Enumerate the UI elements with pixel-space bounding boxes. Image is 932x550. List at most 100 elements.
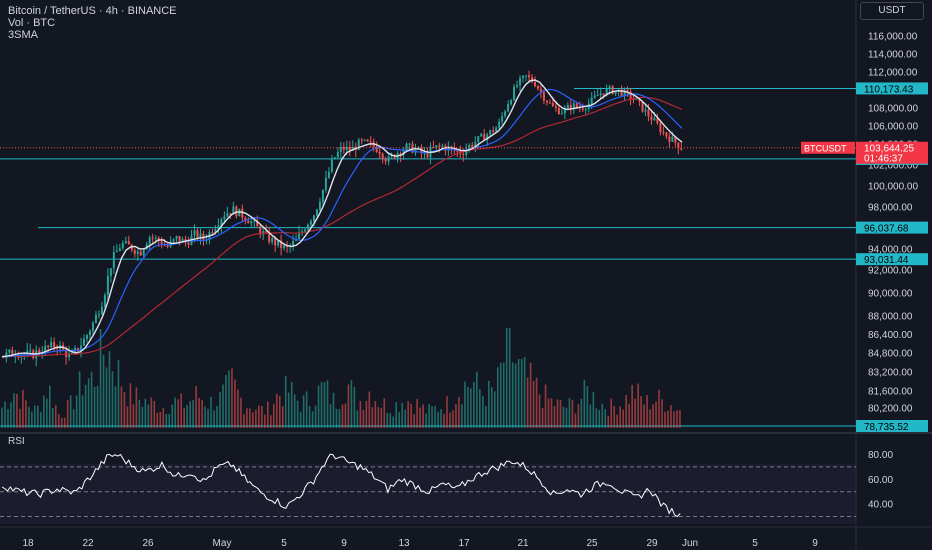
volume-bar bbox=[72, 409, 75, 428]
volume-bar bbox=[670, 405, 672, 428]
volume-bar bbox=[201, 400, 203, 428]
volume-bar bbox=[619, 406, 622, 428]
volume-bar bbox=[422, 404, 424, 428]
volume-bar bbox=[529, 362, 532, 428]
candle-body bbox=[465, 149, 468, 155]
candle-body bbox=[315, 209, 318, 216]
volume-bar bbox=[679, 410, 681, 428]
candle-body bbox=[486, 134, 489, 140]
candle-body bbox=[136, 251, 139, 254]
candle-body bbox=[127, 241, 130, 245]
candle-body bbox=[620, 89, 623, 97]
volume-bar bbox=[601, 403, 604, 428]
volume-bar bbox=[111, 371, 114, 428]
candle-body bbox=[572, 103, 575, 110]
volume-bar bbox=[407, 401, 409, 428]
level-price-tag bbox=[856, 82, 928, 95]
volume-bar bbox=[607, 415, 610, 428]
price-tick-label: 86,400.00 bbox=[868, 330, 913, 341]
volume-bar bbox=[105, 367, 108, 428]
price-tick-label: 80,200.00 bbox=[868, 404, 913, 415]
price-tick-label: 100,000.00 bbox=[868, 182, 918, 193]
volume-bar bbox=[383, 398, 386, 428]
volume-bar bbox=[147, 404, 150, 428]
volume-bar bbox=[108, 351, 111, 428]
volume-bar bbox=[34, 405, 36, 428]
volume-bar bbox=[258, 405, 260, 428]
volume-bar bbox=[305, 391, 308, 428]
candle-body bbox=[545, 100, 548, 103]
candle-body bbox=[674, 136, 677, 143]
volume-bar bbox=[326, 380, 329, 428]
candle-body bbox=[8, 349, 11, 353]
volume-bar bbox=[676, 410, 678, 428]
volume-bar bbox=[87, 378, 90, 428]
volume-bar bbox=[538, 394, 541, 428]
currency-button[interactable]: USDT bbox=[860, 2, 924, 20]
volume-bar bbox=[168, 413, 171, 428]
volume-bar bbox=[275, 393, 278, 428]
volume-bar bbox=[640, 396, 642, 428]
volume-bar bbox=[335, 408, 338, 428]
candle-body bbox=[309, 221, 312, 225]
volume-bar bbox=[547, 398, 550, 428]
candle-body bbox=[507, 104, 510, 112]
candle-body bbox=[253, 220, 256, 222]
candle-body bbox=[584, 109, 587, 111]
price-tick-label: 106,000.00 bbox=[868, 122, 918, 133]
volume-bar bbox=[198, 397, 200, 428]
candle-body bbox=[539, 88, 542, 93]
volume-bar bbox=[535, 377, 538, 428]
volume-bar bbox=[461, 404, 463, 428]
candle-body bbox=[474, 141, 477, 147]
candle-body bbox=[626, 89, 629, 92]
candle-body bbox=[590, 97, 593, 104]
volume-bar bbox=[332, 392, 335, 428]
candle-body bbox=[542, 92, 545, 101]
level-price-label: 110,173.43 bbox=[864, 84, 914, 95]
volume-bar bbox=[57, 414, 60, 428]
candle-body bbox=[44, 345, 47, 354]
volume-bar bbox=[443, 414, 445, 428]
volume-bar bbox=[577, 404, 580, 428]
volume-bar bbox=[583, 379, 586, 428]
volume-bar bbox=[219, 392, 221, 428]
volume-bar bbox=[171, 404, 174, 428]
volume-bar bbox=[132, 404, 135, 428]
candle-body bbox=[599, 93, 602, 96]
volume-bar bbox=[299, 411, 302, 428]
volume-bar bbox=[180, 393, 182, 428]
sma-slow-line bbox=[1, 96, 683, 358]
volume-bar bbox=[31, 411, 33, 428]
volume-bar bbox=[428, 404, 430, 428]
volume-bar bbox=[622, 409, 624, 428]
volume-bar bbox=[314, 405, 317, 428]
candle-body bbox=[399, 153, 402, 156]
candle-body bbox=[307, 224, 309, 230]
symbol-tag bbox=[801, 141, 855, 154]
volume-bar bbox=[398, 412, 401, 428]
time-tick-label: 5 bbox=[281, 538, 287, 549]
volume-bar bbox=[264, 414, 266, 428]
volume-bar bbox=[586, 386, 589, 428]
volume-bar bbox=[520, 358, 523, 428]
candle-body bbox=[214, 229, 217, 234]
volume-bar bbox=[296, 400, 299, 428]
volume-bar bbox=[610, 398, 613, 428]
volume-bar bbox=[380, 407, 383, 428]
rsi-line bbox=[1, 453, 681, 518]
volume-bar bbox=[431, 406, 433, 428]
volume-bar bbox=[362, 409, 365, 428]
price-tick-label: 98,000.00 bbox=[868, 203, 913, 214]
candle-body bbox=[103, 294, 106, 307]
time-tick-label: 9 bbox=[812, 538, 818, 549]
price-tick-label: 92,000.00 bbox=[868, 266, 913, 277]
candle-body bbox=[536, 86, 539, 89]
candle-body bbox=[68, 353, 71, 358]
candle-body bbox=[426, 152, 429, 158]
volume-bar bbox=[350, 380, 353, 428]
volume-bar bbox=[329, 404, 332, 428]
